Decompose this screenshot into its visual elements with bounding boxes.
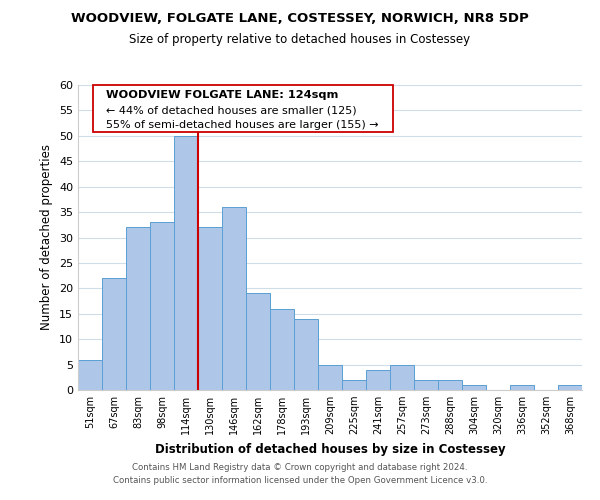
Bar: [270, 308, 294, 390]
Text: WOODVIEW FOLGATE LANE: 124sqm: WOODVIEW FOLGATE LANE: 124sqm: [106, 90, 338, 101]
Bar: [150, 222, 174, 390]
Text: WOODVIEW, FOLGATE LANE, COSTESSEY, NORWICH, NR8 5DP: WOODVIEW, FOLGATE LANE, COSTESSEY, NORWI…: [71, 12, 529, 26]
Text: ← 44% of detached houses are smaller (125): ← 44% of detached houses are smaller (12…: [106, 106, 356, 116]
Bar: [366, 370, 390, 390]
X-axis label: Distribution of detached houses by size in Costessey: Distribution of detached houses by size …: [155, 442, 505, 456]
Bar: [558, 385, 582, 390]
Bar: [222, 207, 246, 390]
Text: Contains HM Land Registry data © Crown copyright and database right 2024.: Contains HM Land Registry data © Crown c…: [132, 464, 468, 472]
Bar: [510, 385, 534, 390]
Bar: [174, 136, 198, 390]
Bar: [342, 380, 366, 390]
Bar: [78, 360, 102, 390]
FancyBboxPatch shape: [93, 85, 393, 132]
Bar: [126, 228, 150, 390]
Bar: [390, 364, 414, 390]
Bar: [318, 364, 342, 390]
Text: Size of property relative to detached houses in Costessey: Size of property relative to detached ho…: [130, 32, 470, 46]
Bar: [198, 228, 222, 390]
Bar: [294, 319, 318, 390]
Y-axis label: Number of detached properties: Number of detached properties: [40, 144, 53, 330]
Bar: [414, 380, 438, 390]
Text: Contains public sector information licensed under the Open Government Licence v3: Contains public sector information licen…: [113, 476, 487, 485]
Bar: [246, 294, 270, 390]
Bar: [438, 380, 462, 390]
Bar: [462, 385, 486, 390]
Bar: [102, 278, 126, 390]
Text: 55% of semi-detached houses are larger (155) →: 55% of semi-detached houses are larger (…: [106, 120, 379, 130]
